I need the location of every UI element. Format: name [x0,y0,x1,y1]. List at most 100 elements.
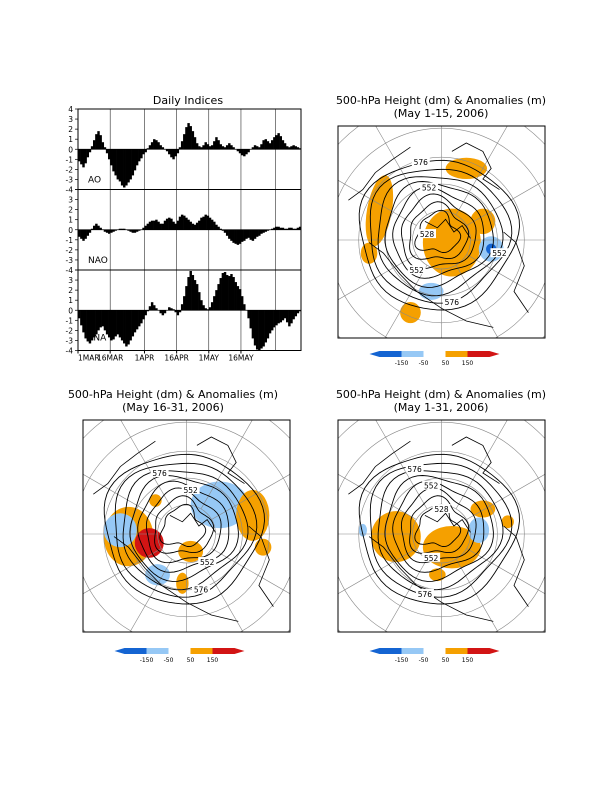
meridian-line [338,473,417,520]
contour-label: 552 [183,486,198,495]
index-bar [144,310,147,316]
index-bar [258,147,261,150]
index-bar [185,286,188,311]
index-bar [86,149,90,158]
index-bar [277,226,280,230]
index-bar [258,310,261,351]
index-bar [262,229,265,233]
index-bar [238,289,242,311]
index-bar [101,142,105,150]
index-bar [120,310,124,341]
index-bar [142,149,145,155]
colorbar-tick-label: -50 [419,360,429,367]
meridian-line [83,548,162,595]
index-bar [93,140,96,150]
indices-title: Daily Indices [152,94,224,107]
index-bar [161,147,165,150]
colorbar-segment [401,351,424,357]
index-bar [157,221,160,230]
index-bar [193,280,197,311]
index-bar [279,310,283,323]
index-bar [112,229,115,232]
index-bar [163,310,167,314]
colorbar-left-arrow [369,351,380,357]
height-contour [400,193,477,270]
contour-label: 528 [420,230,435,239]
index-bar [86,229,90,236]
index-bar [118,310,122,338]
index-bar [213,141,216,150]
index-bar [298,226,302,230]
contour-label: 552 [422,183,437,192]
index-bar [219,228,222,230]
index-bar [105,310,109,335]
colorbar-segment [168,648,191,654]
index-bar [108,149,111,160]
map-content: 576 552 528 552 552 576 [338,126,545,338]
index-bar [260,310,263,349]
height-contour [103,453,265,605]
index-bar [281,227,285,230]
map3-title: 500-hPa Height (dm) & Anomalies (m) (May… [312,388,570,414]
map-content: 576 552 552 576 [83,420,290,632]
index-bar [206,215,210,230]
colorbar-tick-label: 50 [187,657,195,664]
index-bar [202,145,205,150]
anomaly-patch [468,517,490,543]
index-bar [195,284,199,311]
index-bar [187,219,190,230]
index-bar [285,310,289,323]
index-bar [153,305,156,311]
height-contour [358,159,520,311]
contour-label-bg [422,552,441,562]
meridian-line [338,254,417,301]
index-bar [170,308,173,311]
y-tick-label: 2 [68,125,73,134]
index-bar [97,131,100,150]
index-bar [176,310,180,316]
index-bar [187,123,190,150]
index-bar [275,310,278,326]
index-bar [174,223,177,230]
index-bar [112,149,115,172]
index-bar [153,139,156,150]
meridian-line [375,420,428,510]
index-bar [249,229,252,240]
index-bar [277,133,280,150]
index-bar [90,228,94,230]
colorbar-left-arrow [114,648,125,654]
meridian-line [120,420,173,510]
coastline [348,440,411,495]
index-bar [202,216,205,230]
y-tick-label: -3 [66,256,74,265]
anomaly-patch [178,540,204,563]
index-bar [135,149,139,166]
map3-title-line: 500-hPa Height (dm) & Anomalies (m) [335,388,547,401]
index-bar [187,277,190,311]
height-contour [154,495,215,554]
height-contour [409,201,470,260]
index-bar [97,225,100,230]
index-bar [268,143,272,150]
index-bar [191,223,195,230]
index-bar [153,220,156,230]
index-bar [131,310,135,337]
index-bar [99,227,102,230]
index-bar [294,146,298,150]
y-tick-label: 0 [68,306,73,315]
y-tick-label: 4 [68,105,73,114]
meridian-line [129,558,173,632]
y-tick-label: 1 [68,296,73,305]
index-bar [88,149,92,153]
height-contour [384,475,494,582]
index-bar [125,149,128,186]
index-bar [193,137,197,150]
index-bar [251,310,255,339]
meridian-line [455,126,508,216]
contour-label-bg [191,584,210,594]
index-bar [86,310,90,342]
meridian-line [455,264,499,338]
index-bar [84,310,87,339]
index-bar [114,310,117,337]
